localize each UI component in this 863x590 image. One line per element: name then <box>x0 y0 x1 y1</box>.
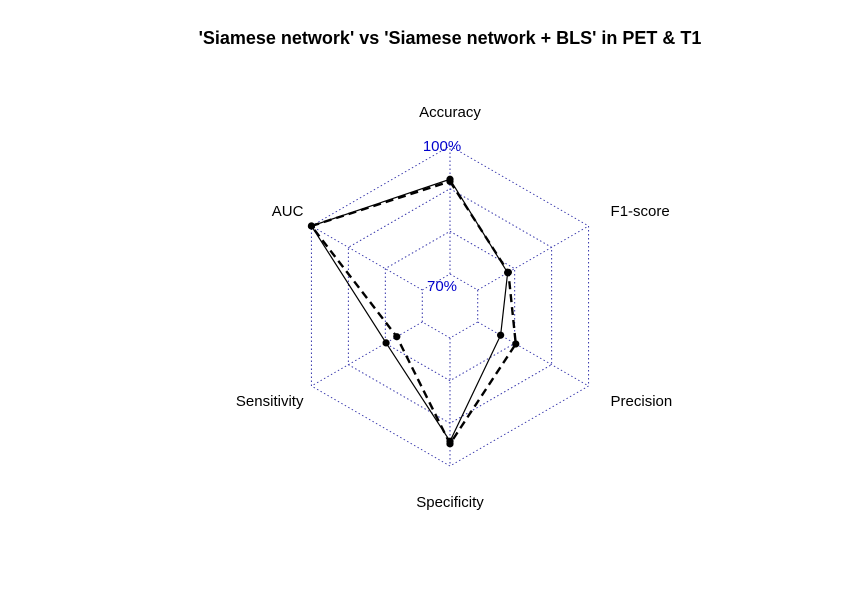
series-line-2 <box>309 179 518 447</box>
axis-label: Accuracy <box>419 104 481 121</box>
axis-spoke <box>311 225 423 291</box>
series-point-2 <box>512 340 520 348</box>
radar-series <box>307 175 520 448</box>
series-point-2 <box>504 268 512 276</box>
series-point-2 <box>393 333 401 341</box>
series-point-1 <box>497 331 505 339</box>
chart-title: 'Siamese network' vs 'Siamese network + … <box>198 28 702 48</box>
radar-grid <box>310 145 590 467</box>
axis-label: Specificity <box>416 494 484 511</box>
axis-label: Sensitivity <box>236 393 304 410</box>
series-point-2 <box>307 222 316 230</box>
axis-spoke <box>311 321 423 387</box>
series-point-1 <box>382 339 390 347</box>
grid-max-label: 100% <box>423 138 461 155</box>
series-point-2 <box>446 177 454 186</box>
axis-spoke <box>477 225 589 291</box>
axis-label: Precision <box>611 393 673 410</box>
axis-spoke <box>477 321 589 387</box>
radar-labels: Accuracy F1-score Precision Specificity Sens… <box>236 104 672 511</box>
axis-label: AUC <box>272 203 304 220</box>
series-point-2 <box>446 440 454 448</box>
grid-min-label: 70% <box>427 278 457 295</box>
grid-ring <box>384 230 516 382</box>
axis-label: F1-score <box>611 203 670 220</box>
grid-ring <box>347 188 553 424</box>
